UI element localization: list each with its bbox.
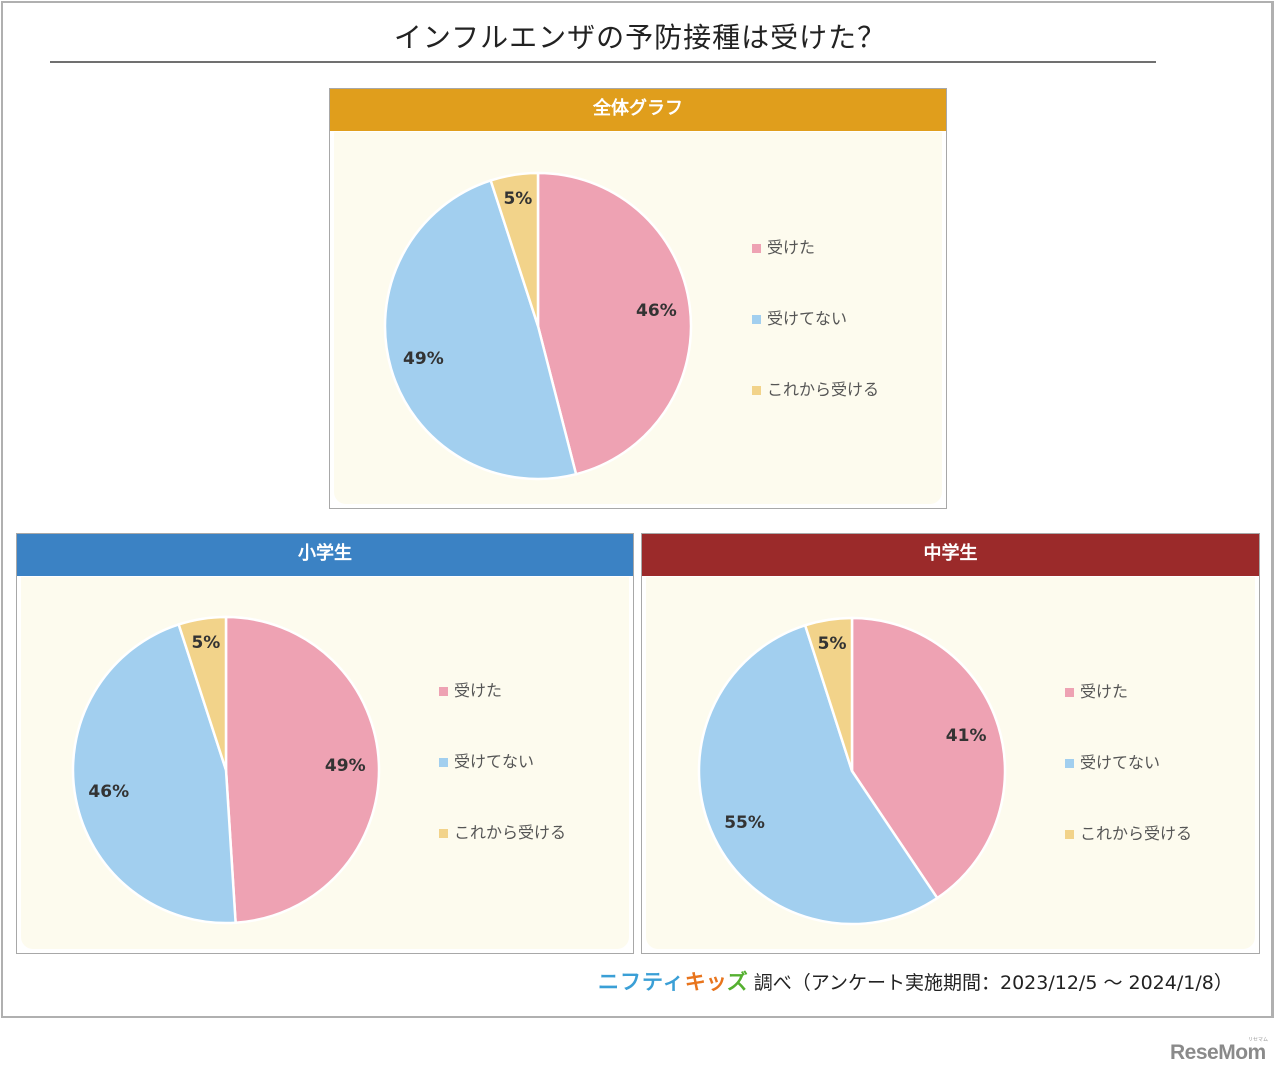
pie-slice-received [536, 171, 693, 476]
legend-item: 受けた [752, 234, 815, 258]
pie-data-label: 49% [324, 756, 366, 777]
pie-slice-not-received [71, 622, 237, 925]
panel-header: 中学生 [642, 534, 1259, 576]
legend-swatch-icon [439, 758, 448, 767]
title-underline [50, 61, 1156, 63]
legend-item: これから受ける [752, 376, 879, 400]
kids-logo-char: キ [684, 970, 706, 994]
pie-data-label: 49% [403, 349, 444, 370]
pie-chart-elementary [71, 615, 381, 925]
footer-text: 調べ（アンケート実施期間：2023/12/5 ～ 2024/1/8） [753, 972, 1233, 994]
legend-label: 受けた [767, 238, 816, 257]
legend-item: 受けた [439, 677, 502, 701]
legend-item: これから受ける [1065, 820, 1192, 844]
pie-data-label: 46% [88, 782, 130, 803]
legend-item: 受けてない [439, 748, 534, 772]
pie-data-label: 46% [636, 301, 677, 322]
panel-elementary: 小学生 受けた受けてないこれから受ける 49% 46% 5% [16, 533, 634, 954]
legend-label: 受けてない [767, 309, 848, 328]
legend-label: これから受ける [767, 380, 880, 399]
panel-junior-high: 中学生 受けた受けてないこれから受ける 41% 55% 5% [641, 533, 1260, 954]
pie-slice-received [224, 615, 381, 925]
legend-swatch-icon [752, 315, 761, 324]
pie-data-label: 5% [817, 634, 847, 655]
legend-item: 受けてない [752, 305, 847, 329]
pie-chart-overall [383, 171, 693, 481]
pie-data-label: 41% [945, 726, 987, 747]
legend-label: これから受ける [1080, 824, 1193, 843]
legend-label: これから受ける [454, 823, 567, 842]
legend-swatch-icon [439, 687, 448, 696]
resemom-logo-sub: リセマム [1248, 1037, 1269, 1043]
legend-swatch-icon [752, 244, 761, 253]
kids-logo: キッズ [685, 970, 748, 994]
pie-slice-not-received [383, 178, 578, 481]
panel-overall: 全体グラフ 受けた受けてないこれから受ける 46% 49% 5% [329, 88, 947, 509]
resemom-logo: ReseMom [1170, 1041, 1266, 1064]
kids-logo-char: ズ [726, 970, 748, 994]
footer-source: ニフティキッズ 調べ（アンケート実施期間：2023/12/5 ～ 2024/1/8… [598, 966, 1233, 996]
panel-header: 小学生 [17, 534, 633, 576]
pie-slice-will-receive [489, 171, 540, 327]
legend-swatch-icon [752, 386, 761, 395]
legend-label: 受けてない [1080, 753, 1161, 772]
pie-chart-junior-high [697, 616, 1007, 926]
pie-data-label: 5% [191, 633, 221, 654]
pie-slice-will-receive [803, 616, 854, 772]
legend-swatch-icon [1065, 759, 1074, 768]
pie-data-label: 5% [503, 189, 533, 210]
pie-slice-will-receive [177, 615, 228, 771]
legend-swatch-icon [1065, 830, 1074, 839]
pie-slice-not-received [697, 623, 939, 926]
nifty-logo: ニフティ [598, 970, 685, 994]
panel-header: 全体グラフ [330, 89, 946, 131]
legend-swatch-icon [1065, 688, 1074, 697]
legend-item: 受けた [1065, 678, 1128, 702]
kids-logo-char: ッ [705, 970, 727, 994]
pie-slice-received [850, 616, 1007, 900]
main-title: インフルエンザの予防接種は受けた？ [393, 21, 887, 54]
legend-item: 受けてない [1065, 749, 1160, 773]
legend-label: 受けてない [454, 752, 535, 771]
legend-swatch-icon [439, 829, 448, 838]
legend-label: 受けた [454, 681, 503, 700]
legend-item: これから受ける [439, 819, 566, 843]
pie-data-label: 55% [724, 813, 765, 834]
outer-frame [1, 1, 1274, 1018]
legend-label: 受けた [1080, 682, 1129, 701]
